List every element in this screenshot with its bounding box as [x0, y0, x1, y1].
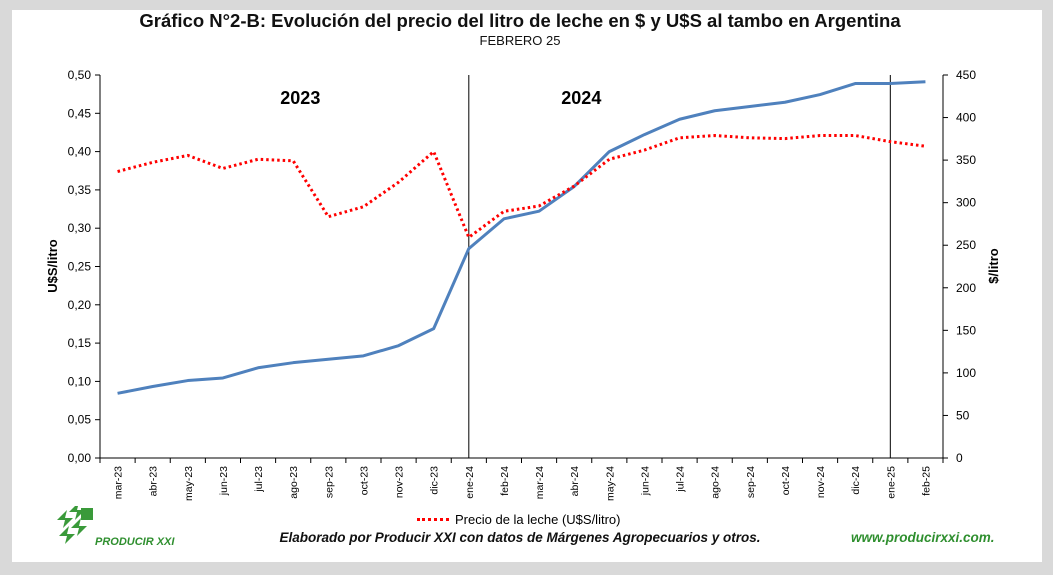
x-tick-label: jun-24 [639, 466, 651, 496]
y-right-axis-title: $/litro [986, 248, 1001, 283]
y-left-tick-label: 0,35 [68, 183, 92, 197]
y-right-tick-label: 0 [956, 451, 963, 465]
x-tick-label: oct-23 [358, 466, 370, 495]
y-left-tick-label: 0,15 [68, 336, 92, 350]
x-tick-label: jul-24 [675, 466, 687, 493]
y-right-tick-label: 100 [956, 366, 976, 380]
chart-subtitle: FEBRERO 25 [479, 33, 561, 48]
y-left-tick-label: 0,25 [68, 260, 92, 274]
x-tick-label: nov-24 [815, 466, 827, 498]
x-tick-label: dic-24 [850, 466, 862, 495]
series-line-pesos [117, 80, 926, 395]
y-right-tick-label: 350 [956, 153, 976, 167]
series-line-usd [117, 134, 926, 240]
legend-label-usd: Precio de la leche (U$S/litro) [455, 512, 621, 527]
x-tick-label: feb-25 [920, 466, 932, 496]
x-tick-label: sep-23 [323, 466, 335, 498]
y-right-tick-label: 200 [956, 281, 976, 295]
y-right-tick-label: 50 [956, 408, 970, 422]
y-left-tick-label: 0,10 [68, 374, 92, 388]
y-right-tick-label: 450 [956, 68, 976, 82]
y-left-tick-label: 0,30 [68, 221, 92, 235]
x-tick-label: ene-25 [885, 466, 897, 499]
x-tick-label: ago-23 [288, 466, 300, 499]
x-tick-label: dic-23 [429, 466, 441, 495]
y-left-axis-title: U$S/litro [45, 239, 60, 293]
x-tick-label: abr-23 [148, 466, 160, 497]
x-tick-label: nov-23 [394, 466, 406, 498]
producir-xxi-logo-icon [57, 506, 93, 544]
x-tick-label: may-23 [183, 466, 195, 501]
chart-frame [12, 10, 1042, 562]
x-tick-label: mar-24 [534, 466, 546, 499]
y-right-tick-label: 300 [956, 196, 976, 210]
x-tick-label: feb-24 [499, 466, 511, 496]
x-tick-label: jul-23 [253, 466, 265, 493]
x-tick-label: may-24 [604, 466, 616, 501]
y-right-tick-label: 150 [956, 323, 976, 337]
logo-text: PRODUCIR XXI [95, 536, 175, 548]
x-tick-label: abr-24 [569, 466, 581, 497]
x-tick-label: oct-24 [780, 466, 792, 495]
legend: Precio de la leche (U$S/litro) [417, 512, 620, 527]
x-tick-label: ago-24 [710, 466, 722, 499]
y-left-tick-label: 0,05 [68, 413, 92, 427]
y-left-tick-label: 0,40 [68, 145, 92, 159]
y-left-tick-label: 0,50 [68, 68, 92, 82]
year-annotation: 2023 [280, 88, 320, 108]
legend-swatch-usd [417, 518, 449, 521]
x-tick-label: sep-24 [745, 466, 757, 498]
y-left-tick-label: 0,20 [68, 298, 92, 312]
year-annotation: 2024 [561, 88, 601, 108]
y-left-tick-label: 0,00 [68, 451, 92, 465]
credit-text: Elaborado por Producir XXI con datos de … [279, 530, 761, 545]
chart-title: Gráfico N°2-B: Evolución del precio del … [139, 10, 901, 31]
y-right-tick-label: 250 [956, 238, 976, 252]
x-tick-label: ene-24 [464, 466, 476, 499]
y-left-tick-label: 0,45 [68, 106, 92, 120]
x-tick-label: jun-23 [218, 466, 230, 496]
y-right-tick-label: 400 [956, 111, 976, 125]
website-link[interactable]: www.producirxxi.com. [851, 530, 995, 545]
x-tick-label: mar-23 [113, 466, 125, 499]
